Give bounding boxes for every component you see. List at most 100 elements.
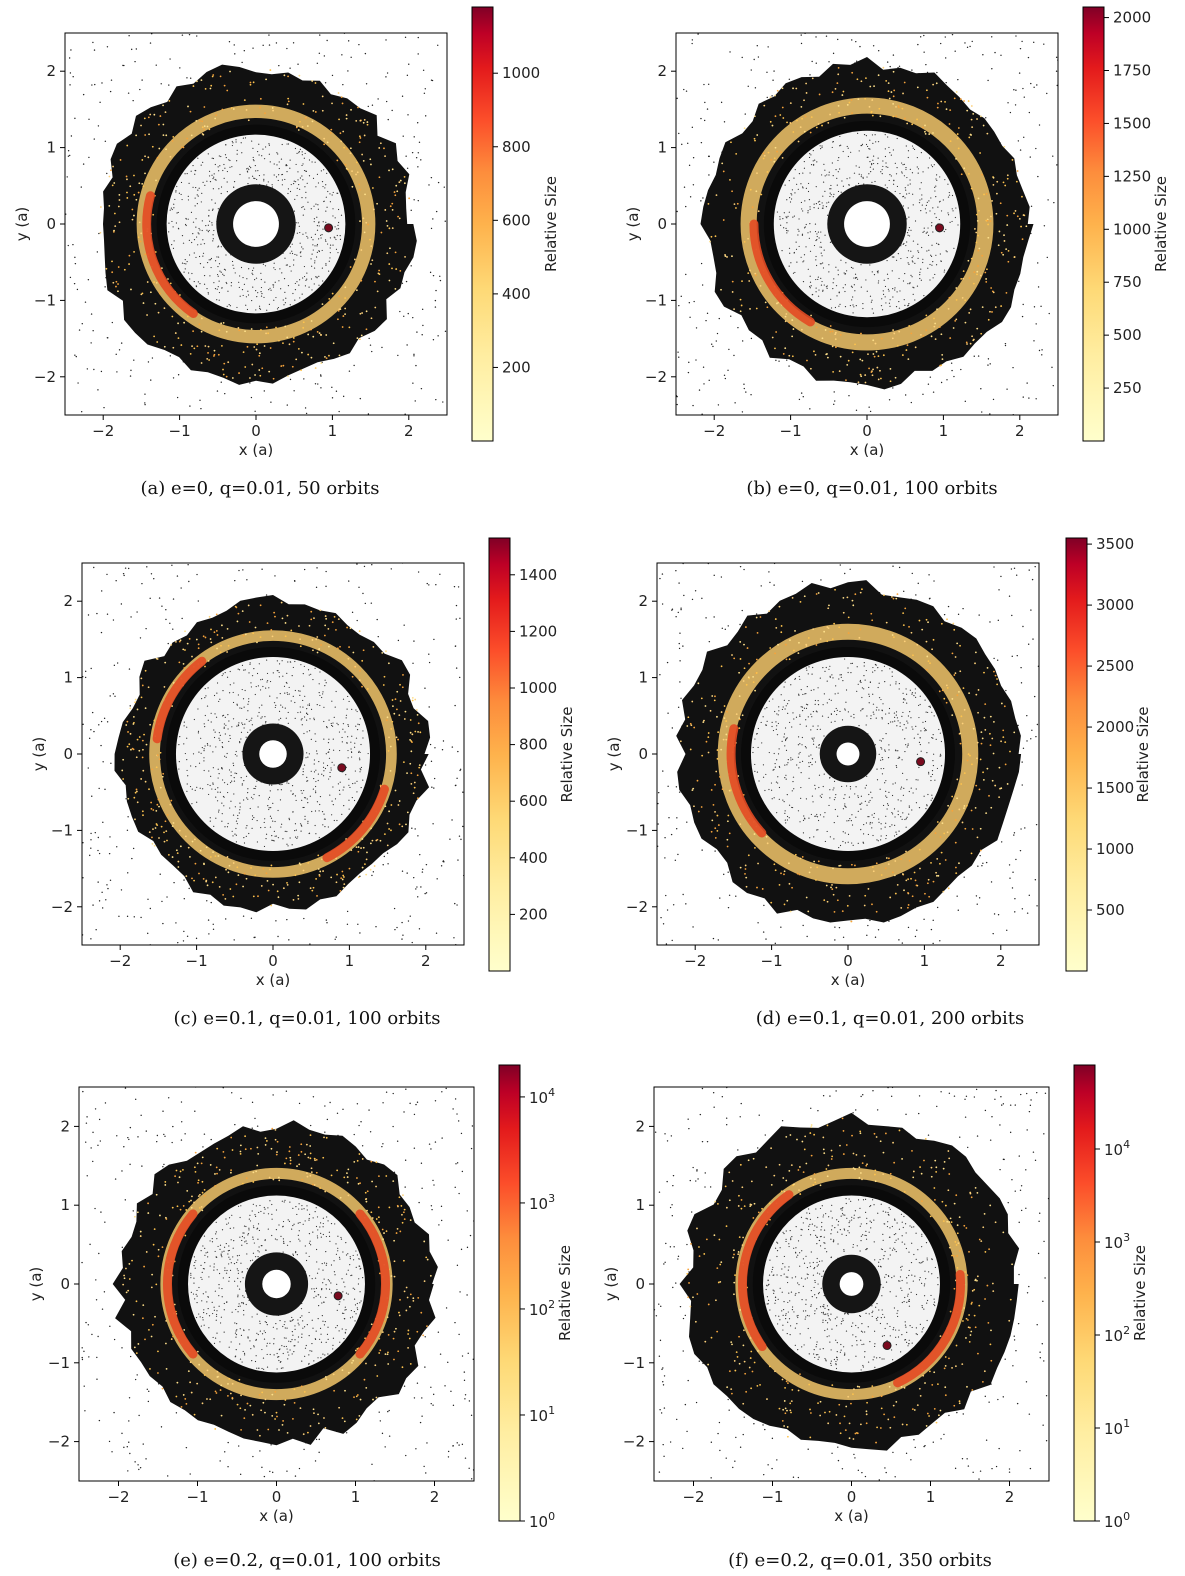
dust-particle — [748, 280, 751, 282]
inner-particle — [903, 242, 905, 245]
inner-particle — [305, 712, 308, 715]
planet-marker — [324, 223, 334, 233]
dust-particle — [343, 883, 346, 886]
particle — [712, 345, 714, 348]
inner-particle — [281, 179, 284, 181]
dust-particle — [362, 649, 365, 652]
inner-particle — [305, 170, 307, 172]
particle — [91, 711, 94, 714]
inner-particle — [924, 208, 927, 210]
particle — [168, 84, 170, 86]
inner-particle — [849, 304, 852, 307]
inner-particle — [831, 162, 833, 164]
dust-particle — [924, 130, 926, 133]
x-axis-label: x (a) — [239, 441, 274, 459]
particle — [406, 872, 408, 874]
dust-particle — [245, 109, 248, 111]
particle — [1037, 175, 1039, 178]
inner-particle — [815, 186, 817, 188]
inner-particle — [299, 694, 301, 697]
particle — [270, 401, 272, 403]
particle — [387, 118, 389, 121]
inner-particle — [896, 185, 899, 188]
dust-particle — [190, 134, 193, 137]
particle — [453, 585, 456, 588]
inner-particle — [204, 726, 206, 728]
inner-particle — [855, 276, 857, 279]
inner-particle — [871, 162, 873, 165]
dust-particle — [781, 106, 784, 109]
inner-particle — [246, 308, 249, 311]
inner-particle — [887, 278, 889, 280]
inner-particle — [235, 834, 237, 836]
inner-particle — [328, 757, 331, 759]
dust-particle — [292, 898, 295, 901]
dust-particle — [286, 614, 289, 617]
dust-particle — [207, 345, 210, 348]
inner-particle — [268, 687, 270, 689]
dust-particle — [797, 140, 800, 143]
inner-particle — [801, 208, 803, 210]
inner-particle — [908, 263, 910, 265]
inner-particle — [816, 161, 818, 163]
inner-particle — [227, 728, 229, 730]
dust-particle — [323, 137, 326, 140]
particle — [286, 918, 288, 921]
particle — [1051, 366, 1053, 369]
inner-particle — [952, 210, 954, 212]
dust-particle — [164, 820, 167, 823]
particle — [243, 50, 246, 52]
dust-particle — [851, 112, 853, 115]
dust-particle — [375, 839, 378, 842]
dust-particle — [249, 81, 252, 84]
inner-particle — [225, 144, 227, 146]
inner-particle — [241, 722, 243, 724]
dust-particle — [108, 175, 111, 178]
inner-particle — [281, 174, 283, 176]
dust-particle — [249, 83, 252, 86]
inner-particle — [891, 270, 893, 272]
inner-particle — [222, 714, 225, 717]
inner-particle — [317, 779, 319, 782]
inner-particle — [307, 669, 310, 671]
dust-particle — [168, 100, 171, 102]
dust-particle — [194, 838, 196, 841]
particle — [84, 670, 87, 673]
inner-particle — [232, 264, 234, 266]
dust-particle — [126, 191, 128, 194]
particle — [97, 389, 99, 391]
inner-particle — [198, 227, 200, 230]
dust-particle — [774, 347, 776, 350]
particle — [1023, 136, 1025, 138]
dust-particle — [336, 873, 338, 876]
dust-particle — [115, 280, 118, 283]
dust-particle — [741, 280, 743, 283]
dust-particle — [142, 302, 145, 304]
dust-particle — [171, 825, 174, 828]
inner-particle — [786, 229, 788, 232]
inner-particle — [211, 174, 213, 176]
particle — [220, 381, 222, 383]
dust-particle — [857, 98, 860, 101]
particle — [161, 605, 163, 607]
inner-particle — [315, 256, 318, 258]
particle — [717, 404, 720, 406]
dust-particle — [344, 307, 347, 310]
inner-particle — [224, 826, 226, 828]
dust-particle — [722, 219, 725, 221]
inner-particle — [208, 229, 210, 232]
dust-particle — [782, 353, 785, 355]
inner-particle — [884, 155, 887, 158]
dust-particle — [213, 353, 216, 356]
dust-particle — [357, 876, 360, 879]
inner-particle — [299, 242, 301, 244]
dust-particle — [843, 116, 846, 119]
particle — [233, 44, 235, 46]
inner-particle — [189, 278, 191, 280]
dust-particle — [270, 864, 273, 867]
inner-particle — [184, 173, 186, 175]
inner-particle — [293, 259, 295, 261]
particle — [701, 284, 704, 286]
inner-particle — [214, 788, 216, 790]
particle — [800, 392, 803, 394]
